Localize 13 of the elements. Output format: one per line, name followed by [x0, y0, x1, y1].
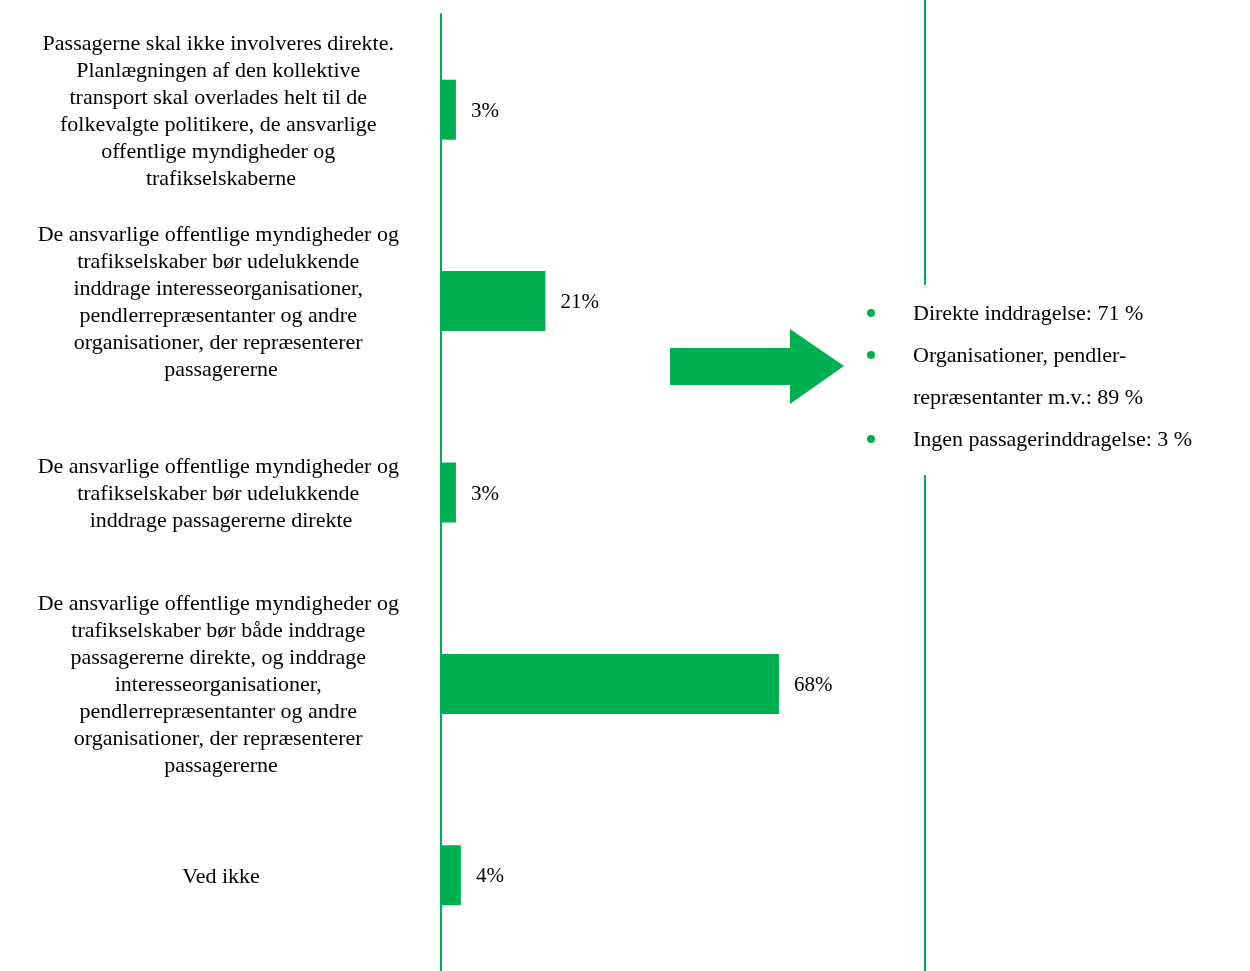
y-tick-label: Passagerne skal ikke involveres direkte. Planlægningen af den kollektive transport skal overlades helt til de folkevalgte politikere, de ansvarlige offentlige myndigheder og trafikselskaberne — [42, 29, 400, 190]
data-label: 4% — [475, 863, 504, 888]
y-tick-label: De ansvarlige offentlige myndigheder og trafikselskaber bør udelukkende inddrage interesseorganisationer, pendlerrepræsentanter og andre organisationer, der repræsenterer passagererne — [37, 221, 405, 382]
y-tick-label: Ved ikke — [182, 862, 260, 888]
text: Direkte inddragelse: 71 % — [913, 300, 1144, 325]
data-label: 68% — [794, 671, 833, 696]
y-tick-label: De ansvarlige offentlige myndigheder og trafikselskaber bør udelukkende inddrage passagererne direkte — [37, 453, 405, 532]
data-label: 3% — [470, 480, 499, 505]
text: Ingen passagerinddragelse: 3 % — [913, 426, 1193, 451]
y-tick-label: De ansvarlige offentlige myndigheder og trafikselskaber bør både inddrage passagererne direkte, og inddrage interesseorganisationer, pendlerrepræsentanter og andre organisationer, der repræsenterer passagererne — [37, 590, 405, 778]
data-label: 21% — [560, 289, 599, 314]
data-label: 3% — [470, 97, 499, 122]
text: Organisationer, pendler-repræsentanter m.v.: 89 % — [913, 342, 1144, 409]
